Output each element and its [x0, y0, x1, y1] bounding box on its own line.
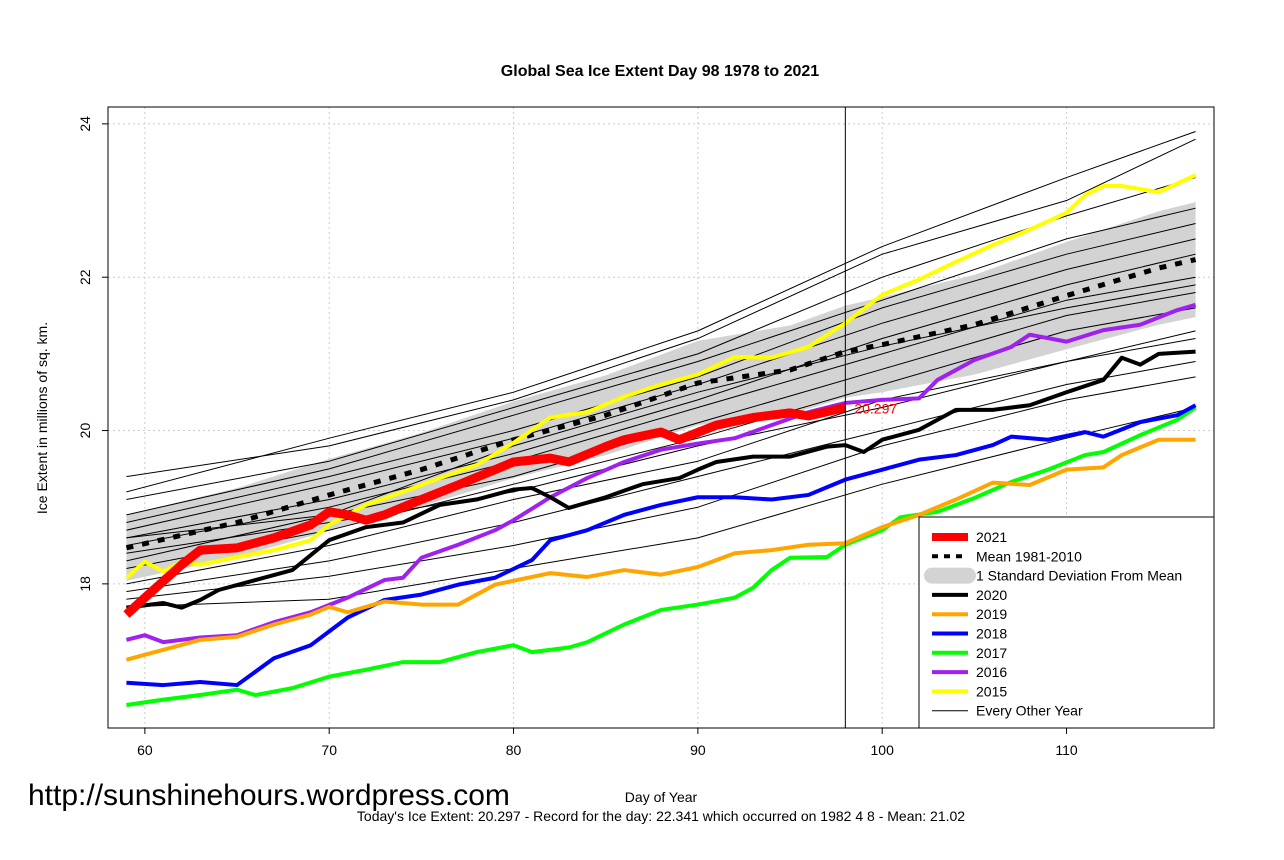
x-tick-label: 80 — [506, 742, 522, 758]
legend-label: 2017 — [976, 645, 1007, 661]
series-line-2021 — [123, 403, 847, 618]
mean-line — [125, 257, 1197, 551]
legend-label: 2019 — [976, 606, 1007, 622]
x-tick-label: 70 — [321, 742, 337, 758]
other-year-line — [126, 177, 1196, 501]
series-line-2018 — [126, 403, 1197, 688]
watermark-url: http://sunshinehours.wordpress.com — [28, 779, 510, 812]
y-axis-label: Ice Extent in millions of sq. km. — [34, 322, 50, 514]
y-tick-label: 22 — [77, 269, 93, 285]
legend-label: Mean 1981-2010 — [976, 548, 1082, 564]
legend-label: 2020 — [976, 587, 1007, 603]
other-year-line — [126, 307, 1196, 570]
other-year-line — [126, 138, 1196, 478]
other-year-line — [126, 361, 1196, 593]
other-year-line — [126, 253, 1196, 539]
legend-label: 2018 — [976, 626, 1007, 642]
sd-band — [126, 202, 1196, 581]
legend-label: 2021 — [976, 529, 1007, 545]
y-tick-label: 20 — [77, 423, 93, 439]
other-year-line — [126, 207, 1196, 516]
other-year-line — [126, 407, 1196, 608]
series-line-2017 — [126, 405, 1197, 707]
other-year-line — [126, 276, 1196, 547]
plot-frame — [107, 106, 1215, 729]
series-line-2016 — [125, 302, 1197, 645]
chart-title: Global Sea Ice Extent Day 98 1978 to 202… — [501, 63, 819, 80]
x-tick-label: 100 — [871, 742, 895, 758]
other-year-line — [126, 223, 1196, 524]
series-line-2015 — [125, 173, 1197, 580]
y-tick-label: 24 — [77, 116, 93, 132]
legend-label: Every Other Year — [976, 703, 1083, 719]
x-tick-label: 90 — [690, 742, 706, 758]
footer-text: Today's Ice Extent: 20.297 - Record for … — [357, 808, 965, 824]
legend-label: 2015 — [976, 683, 1007, 699]
axes: 60 70 80 90 100 110 18 20 22 24 — [77, 116, 1078, 758]
other-year-line — [126, 131, 1196, 493]
legend-label: 1 Standard Deviation From Mean — [976, 568, 1182, 584]
other-year-line — [126, 376, 1196, 600]
legend: 2021 Mean 1981-2010 1 Standard Deviation F… — [918, 516, 1215, 729]
y-tick-label: 18 — [77, 576, 93, 592]
today-value-label: 20.297 — [854, 401, 897, 417]
sd-band-area — [126, 202, 1196, 581]
series-line-2020 — [126, 349, 1196, 610]
highlight-series — [123, 173, 1197, 707]
x-tick-label: 60 — [137, 742, 153, 758]
x-axis-label: Day of Year — [625, 789, 698, 805]
legend-box — [918, 516, 1215, 729]
legend-label: 2016 — [976, 664, 1007, 680]
series-line-2019 — [125, 437, 1196, 662]
other-year-line — [126, 338, 1196, 554]
x-tick-label: 110 — [1055, 742, 1078, 758]
